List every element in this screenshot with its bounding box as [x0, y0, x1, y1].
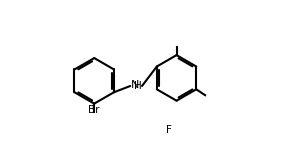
Text: Br: Br — [89, 105, 100, 115]
Text: F: F — [166, 125, 172, 135]
Text: H: H — [134, 81, 142, 91]
Text: N: N — [131, 80, 139, 90]
